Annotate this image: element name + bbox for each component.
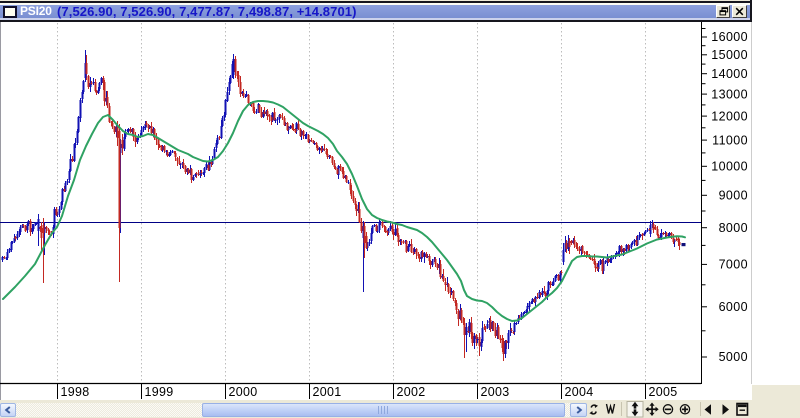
svg-text:9000: 9000 xyxy=(719,189,748,203)
svg-text:2002: 2002 xyxy=(397,385,426,399)
svg-text:2003: 2003 xyxy=(481,385,510,399)
svg-text:12000: 12000 xyxy=(711,109,748,123)
svg-text:16000: 16000 xyxy=(711,30,748,44)
svg-text:15000: 15000 xyxy=(711,48,748,62)
svg-text:1998: 1998 xyxy=(61,385,90,399)
svg-text:13000: 13000 xyxy=(711,87,748,101)
svg-text:2004: 2004 xyxy=(565,385,594,399)
svg-text:2001: 2001 xyxy=(313,385,342,399)
svg-text:6000: 6000 xyxy=(719,300,748,314)
svg-text:1999: 1999 xyxy=(145,385,174,399)
svg-text:8000: 8000 xyxy=(719,221,748,235)
svg-text:2000: 2000 xyxy=(229,385,258,399)
svg-text:7000: 7000 xyxy=(719,258,748,272)
svg-text:11000: 11000 xyxy=(712,133,748,147)
svg-text:10000: 10000 xyxy=(711,160,748,174)
svg-text:14000: 14000 xyxy=(711,67,748,81)
svg-text:5000: 5000 xyxy=(719,350,748,364)
svg-text:2005: 2005 xyxy=(649,385,678,399)
